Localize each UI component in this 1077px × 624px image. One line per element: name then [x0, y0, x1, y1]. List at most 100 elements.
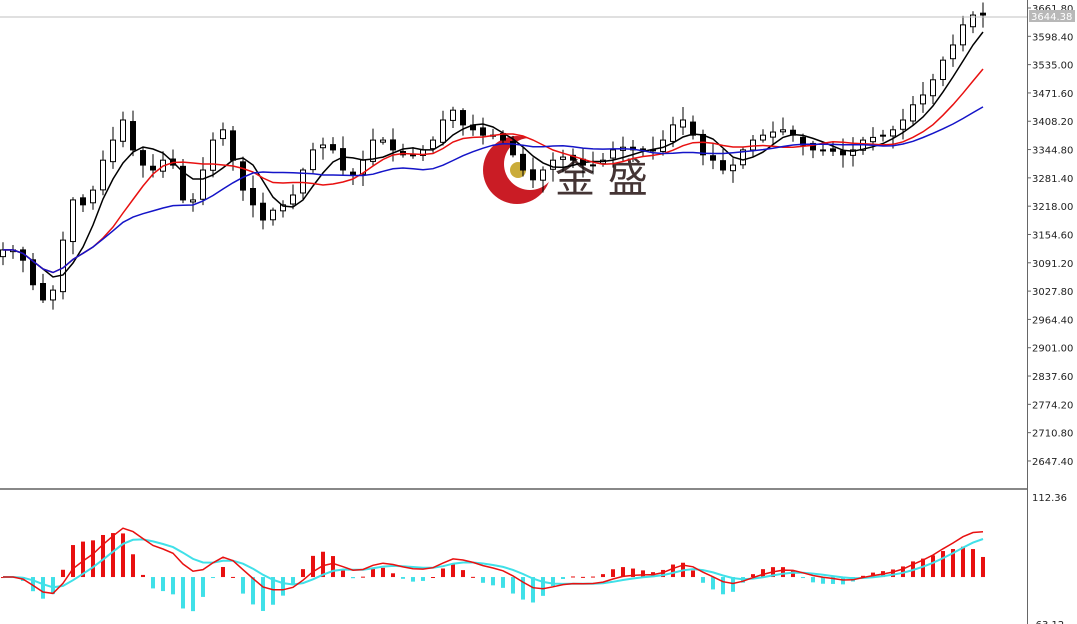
candle-body — [880, 134, 886, 137]
price-tick-label: 2647.40 — [1032, 457, 1073, 468]
macd-histogram-bar — [151, 577, 155, 589]
candle-body — [700, 133, 706, 156]
price-tick-label: 3598.40 — [1032, 32, 1073, 43]
macd-histogram-bar — [421, 577, 425, 581]
candle-body — [80, 197, 86, 206]
price-tick-label: 2774.20 — [1032, 400, 1073, 411]
candle-body — [960, 24, 966, 46]
candle-body — [370, 139, 376, 162]
macd-histogram-bar — [811, 577, 815, 583]
price-axis: 3661.80 3598.40 3535.00 3471.60 3408.20 3344.… — [1027, 4, 1073, 468]
macd-histogram-bar — [601, 574, 605, 578]
macd-histogram-bar — [81, 541, 85, 578]
macd-histogram-bar — [781, 567, 785, 578]
candle-body — [410, 154, 416, 157]
macd-histogram-bar — [321, 551, 325, 578]
macd-line — [3, 527, 984, 595]
price-tick-label: 3091.20 — [1032, 259, 1073, 270]
macd-histogram-bar — [141, 574, 145, 578]
macd-histogram-bar — [821, 577, 825, 584]
macd-histogram-bar — [301, 569, 305, 578]
price-tick-label: 2964.40 — [1032, 315, 1073, 326]
macd-tick-label: 112.36 — [1032, 493, 1067, 504]
candle-body — [970, 14, 976, 28]
candle-body — [350, 171, 356, 176]
macd-histogram-bar — [121, 533, 125, 578]
candle-body — [520, 153, 526, 171]
macd-histogram-bar — [691, 570, 695, 578]
candle-body — [480, 127, 486, 136]
macd-histogram-bar — [221, 566, 225, 578]
macd-histogram-bar — [761, 569, 765, 578]
macd-histogram-bar — [891, 569, 895, 578]
macd-histogram-bar — [241, 577, 245, 594]
macd-histogram-bar — [701, 577, 705, 583]
price-tick-label: 2837.60 — [1032, 372, 1073, 383]
candle-body — [110, 139, 116, 163]
candle-body — [510, 140, 516, 156]
price-tick-label: 3471.60 — [1032, 89, 1073, 100]
macd-histogram-bar — [91, 540, 95, 578]
macd-histogram-bar — [391, 573, 395, 578]
candle-body — [440, 119, 446, 143]
price-tick-label: 3535.00 — [1032, 61, 1073, 72]
macd-histogram-bar — [311, 555, 315, 578]
candle-body — [380, 139, 386, 143]
macd-histogram-bar — [281, 577, 285, 596]
macd-histogram-bar — [181, 577, 185, 609]
candle-body — [850, 149, 856, 156]
candle-body — [290, 194, 296, 205]
candle-body — [50, 289, 56, 301]
candle-body — [330, 144, 336, 151]
macd-histogram-bar — [951, 549, 955, 578]
macd-histogram-bar — [671, 564, 675, 578]
macd-histogram-bar — [551, 577, 555, 587]
macd-pane: 112.36 -63.12 — [1, 493, 1067, 624]
candle-body — [280, 204, 286, 212]
macd-histogram-bar — [801, 577, 805, 579]
macd-histogram-bar — [871, 572, 875, 578]
macd-histogram-bar — [101, 534, 105, 578]
macd-histogram-bar — [331, 556, 335, 578]
price-tick-label: 3661.80 — [1032, 4, 1073, 15]
candle-body — [640, 148, 646, 151]
macd-histogram-bar — [291, 577, 295, 585]
candle-body — [690, 121, 696, 136]
candle-body — [70, 199, 76, 243]
macd-histogram-bar — [251, 577, 255, 605]
candles — [0, 2, 986, 310]
candle-body — [260, 202, 266, 221]
candle-body — [940, 59, 946, 81]
candle-body — [210, 139, 216, 171]
macd-histogram-bar — [371, 569, 375, 578]
macd-histogram-bar — [531, 577, 535, 603]
macd-histogram-bar — [361, 576, 365, 578]
candle-body — [980, 12, 986, 16]
macd-histogram-bar — [61, 569, 65, 578]
macd-histogram-bar — [431, 577, 435, 579]
candle-body — [810, 142, 816, 151]
candle-body — [610, 149, 616, 159]
macd-histogram-bar — [501, 577, 505, 588]
macd-histogram-bar — [631, 568, 635, 578]
macd-histogram-bar — [971, 549, 975, 578]
candle-body — [320, 144, 326, 149]
macd-histogram-bar — [511, 577, 515, 594]
macd-histogram-bar — [541, 577, 545, 596]
macd-histogram-bar — [981, 556, 985, 578]
candle-body — [560, 156, 566, 160]
moving-averages — [3, 31, 984, 278]
macd-histogram-bar — [721, 577, 725, 595]
price-tick-label: 3218.00 — [1032, 202, 1073, 213]
price-tick-label: 3344.80 — [1032, 146, 1073, 157]
candle-body — [90, 189, 96, 204]
candle-body — [820, 149, 826, 152]
macd-histogram-bar — [731, 577, 735, 592]
macd-histogram-bar — [171, 577, 175, 595]
macd-histogram-bar — [411, 577, 415, 582]
macd-histogram-bar — [161, 577, 165, 592]
candle-body — [930, 79, 936, 97]
candle-body — [870, 136, 876, 143]
candle-body — [680, 119, 686, 128]
candle-body — [150, 165, 156, 171]
